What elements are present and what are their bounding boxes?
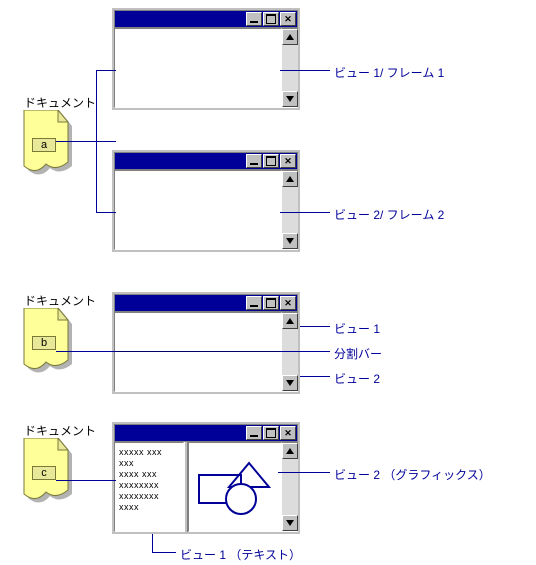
text-line: xxxxxxxx — [119, 491, 179, 502]
connector — [280, 351, 330, 352]
document-b-badge: b — [32, 336, 56, 350]
maximize-button[interactable] — [263, 12, 279, 26]
connector — [152, 552, 176, 553]
scroll-up-button[interactable] — [282, 171, 298, 187]
scroll-track[interactable] — [282, 45, 298, 91]
connector — [280, 212, 330, 213]
text-line: xxxx — [119, 502, 179, 513]
scroll-up-button[interactable] — [282, 443, 298, 459]
window-4: xxxxx xxx xxx xxxx xxx xxxxxxxx xxxxxxxx… — [112, 422, 300, 534]
connector — [278, 472, 330, 473]
window-3 — [112, 292, 300, 394]
minimize-button[interactable] — [246, 12, 262, 26]
vertical-scrollbar[interactable] — [282, 170, 298, 250]
document-b: ドキュメント b — [20, 308, 78, 380]
scroll-track[interactable] — [282, 329, 298, 375]
window-1 — [112, 8, 300, 110]
connector — [96, 212, 116, 213]
graphics-view-pane — [188, 442, 282, 532]
connector — [280, 70, 330, 71]
scroll-track[interactable] — [282, 187, 298, 233]
connector — [56, 480, 116, 481]
callout-view2: ビュー 2 — [334, 370, 380, 387]
minimize-button[interactable] — [246, 426, 262, 440]
minimize-button[interactable] — [246, 154, 262, 168]
connector — [56, 351, 116, 352]
titlebar — [114, 294, 298, 312]
text-view-pane: xxxxx xxx xxx xxxx xxx xxxxxxxx xxxxxxxx… — [114, 442, 184, 532]
client-area-upper — [114, 312, 282, 392]
connector — [56, 141, 116, 142]
scroll-up-button[interactable] — [282, 29, 298, 45]
titlebar — [114, 10, 298, 28]
scroll-up-button[interactable] — [282, 313, 298, 329]
close-button[interactable] — [280, 154, 296, 168]
shapes-icon — [195, 457, 275, 517]
minimize-button[interactable] — [246, 296, 262, 310]
scroll-down-button[interactable] — [282, 233, 298, 249]
callout-view2-graphics: ビュー 2 （グラフィックス） — [334, 466, 491, 483]
client-area — [114, 28, 282, 108]
callout-view1: ビュー 1 — [334, 320, 380, 337]
scroll-down-button[interactable] — [282, 375, 298, 391]
callout-view1-frame1: ビュー 1/ フレーム 1 — [334, 64, 444, 81]
maximize-button[interactable] — [263, 426, 279, 440]
text-line: xxxxxxxx — [119, 480, 179, 491]
document-c-label: ドキュメント — [24, 422, 96, 439]
client-area — [114, 170, 282, 250]
document-b-label: ドキュメント — [24, 292, 96, 309]
document-c-badge: c — [32, 466, 56, 480]
callout-view1-text: ビュー 1 （テキスト） — [180, 546, 301, 563]
close-button[interactable] — [280, 296, 296, 310]
text-line: xxxxx xxx — [119, 447, 179, 458]
connector — [96, 70, 97, 212]
scroll-track[interactable] — [282, 459, 298, 515]
scroll-down-button[interactable] — [282, 91, 298, 107]
document-a: ドキュメント a — [20, 110, 78, 182]
document-c: ドキュメント c — [20, 438, 78, 510]
diagram-stage: ドキュメント a ドキュメント b ドキュメント c — [0, 0, 536, 565]
vertical-scrollbar[interactable] — [282, 28, 298, 108]
connector — [96, 70, 116, 71]
callout-view2-frame2: ビュー 2/ フレーム 2 — [334, 206, 444, 223]
titlebar — [114, 424, 298, 442]
text-line: xxxx xxx — [119, 469, 179, 480]
window-2 — [112, 150, 300, 252]
close-button[interactable] — [280, 426, 296, 440]
callout-splitbar: 分割バー — [334, 345, 382, 362]
split-bar-line[interactable] — [115, 351, 281, 352]
maximize-button[interactable] — [263, 154, 279, 168]
document-a-label: ドキュメント — [24, 94, 96, 111]
maximize-button[interactable] — [263, 296, 279, 310]
connector — [152, 534, 153, 552]
connector — [300, 326, 330, 327]
document-a-badge: a — [32, 138, 56, 152]
text-line: xxx — [119, 458, 179, 469]
close-button[interactable] — [280, 12, 296, 26]
connector — [300, 376, 330, 377]
scroll-down-button[interactable] — [282, 515, 298, 531]
vertical-scrollbar[interactable] — [282, 312, 298, 392]
vertical-scrollbar[interactable] — [282, 442, 298, 532]
titlebar — [114, 152, 298, 170]
